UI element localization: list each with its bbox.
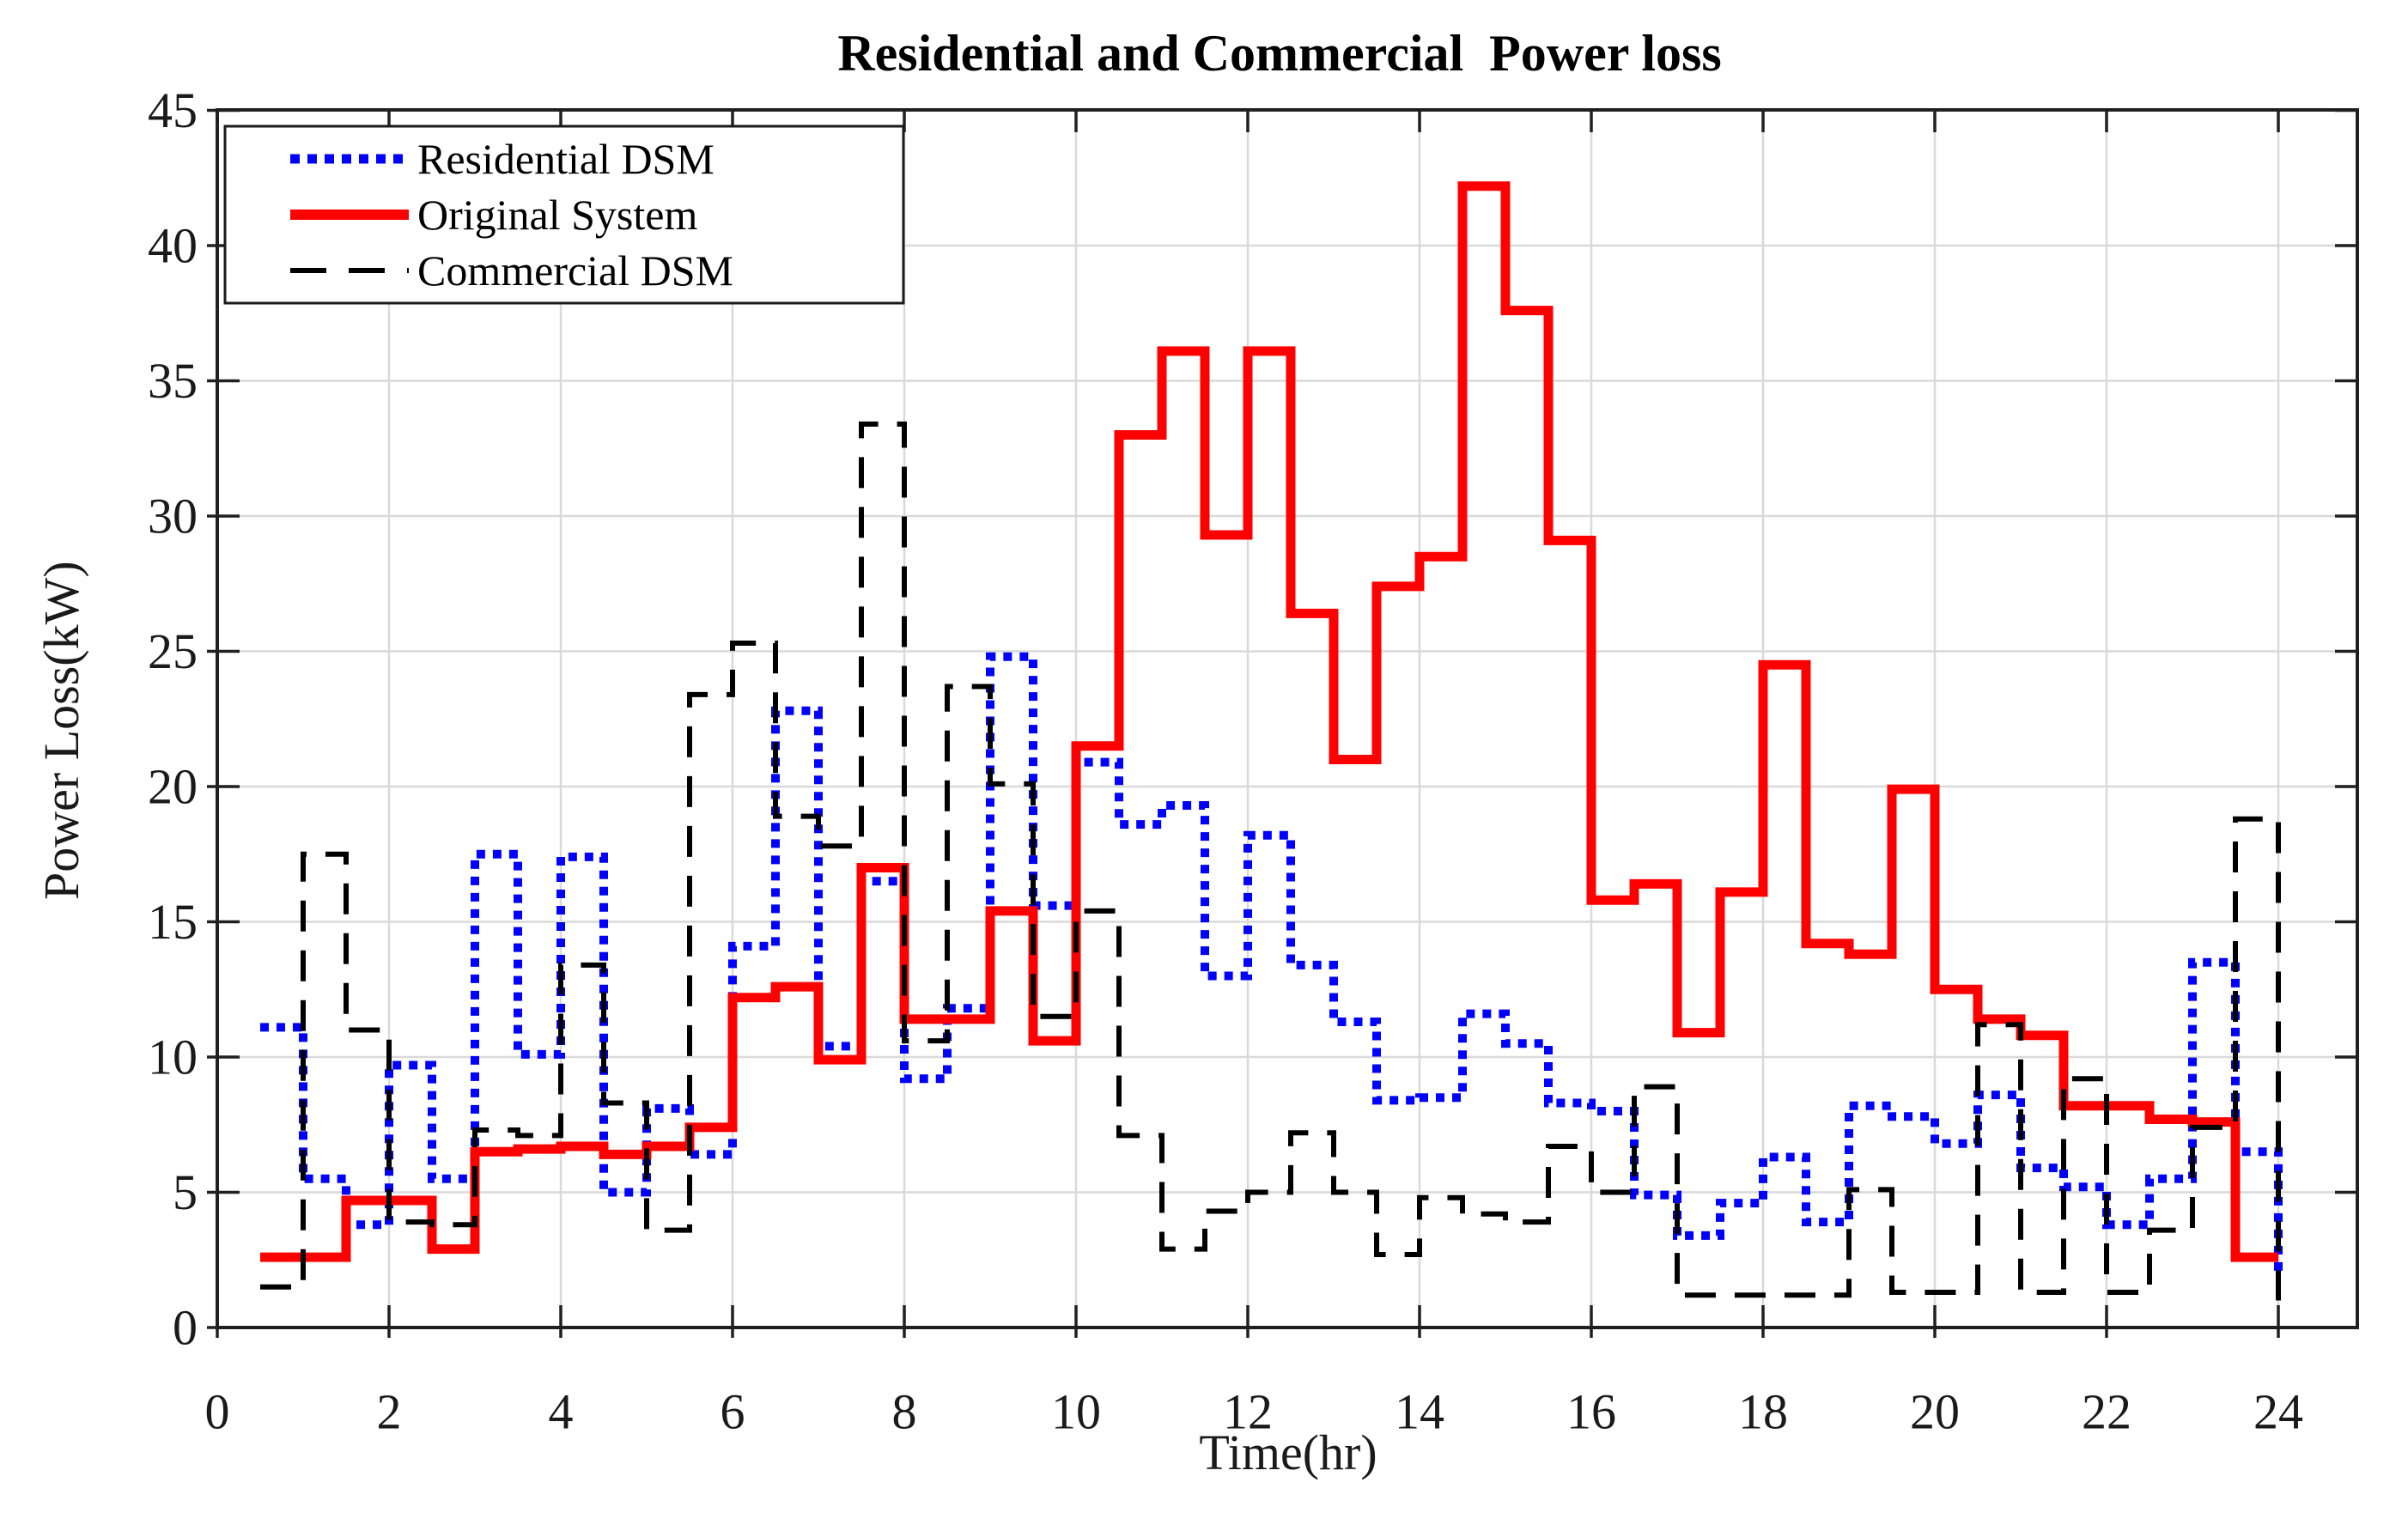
series-group <box>260 181 2283 1301</box>
y-tick-label: 25 <box>148 623 198 679</box>
series-residential-dsm <box>260 652 2283 1277</box>
x-tick-label: 12 <box>1223 1384 1273 1440</box>
x-tick-label: 6 <box>721 1384 745 1440</box>
legend-label-commercial: Commercial DSM <box>417 246 733 295</box>
x-tick-label: 18 <box>1738 1384 1788 1440</box>
y-tick-label: 30 <box>148 489 198 544</box>
x-tick-label: 20 <box>1910 1384 1960 1440</box>
y-tick-label: 15 <box>148 894 198 950</box>
y-tick-label: 35 <box>148 353 198 409</box>
y-tick-label: 5 <box>173 1164 198 1220</box>
y-tick-label: 45 <box>148 82 198 138</box>
x-tick-label: 2 <box>377 1384 402 1440</box>
series-commercial-dsm <box>260 421 2281 1301</box>
x-tick-label: 4 <box>549 1384 574 1440</box>
y-tick-label: 0 <box>173 1300 198 1356</box>
legend-label-residential: Residential DSM <box>417 135 714 183</box>
x-tick-label: 22 <box>2082 1384 2131 1440</box>
legend-item-original-system: Original System <box>290 191 697 239</box>
y-tick-label: 10 <box>148 1030 198 1085</box>
chart-title: Residential and Commercial Power loss <box>837 25 1722 82</box>
series-original-system <box>260 181 2278 1262</box>
ticks <box>207 108 2357 1338</box>
y-tick-label: 20 <box>148 759 198 815</box>
x-axis-label: Time(hr) <box>1199 1425 1377 1480</box>
x-tick-label: 14 <box>1395 1384 1444 1440</box>
x-tick-label: 24 <box>2253 1384 2303 1440</box>
x-tick-label: 10 <box>1051 1384 1101 1440</box>
y-tick-label: 40 <box>148 218 198 274</box>
x-tick-label: 0 <box>205 1384 230 1440</box>
plot-border <box>216 108 2359 1329</box>
x-tick-label: 8 <box>892 1384 917 1440</box>
legend-item-commercial-dsm: Commercial DSM <box>290 246 733 295</box>
legend-label-original: Original System <box>417 191 697 239</box>
legend: Residential DSM Original System Commerci… <box>223 125 905 305</box>
legend-item-residential-dsm: Residential DSM <box>290 135 714 183</box>
x-tick-label: 16 <box>1566 1384 1616 1440</box>
